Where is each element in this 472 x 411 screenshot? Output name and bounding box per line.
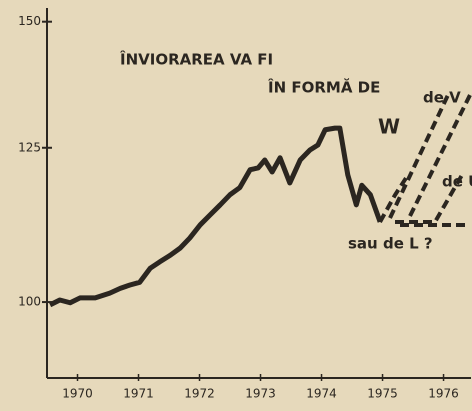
x-tick-label: 1972 [184, 387, 215, 401]
annotation: ÎN FORMĂ DE [268, 78, 380, 97]
annotation: ÎNVIORAREA VA FI [120, 50, 273, 69]
y-tick-label: 150 [18, 14, 41, 28]
x-tick-label: 1974 [306, 387, 337, 401]
v-scenario-2 [408, 94, 472, 217]
x-tick-label: 1973 [245, 387, 276, 401]
x-tick-label: 1971 [123, 387, 154, 401]
y-tick-label: 125 [18, 140, 41, 154]
x-tick-label: 1975 [367, 387, 398, 401]
scenario-lines [378, 94, 472, 227]
annotation: de V [423, 89, 461, 107]
u-scenario [395, 174, 464, 224]
annotation: W [378, 115, 400, 139]
data-line [48, 125, 383, 308]
annotation: de U [442, 173, 472, 191]
annotation: sau de L ? [348, 235, 433, 253]
w-scenario [378, 173, 410, 223]
x-tick-label: 1976 [428, 387, 459, 401]
v-scenario [388, 94, 450, 219]
y-tick-label: 100 [18, 295, 41, 309]
x-tick-label: 1970 [62, 387, 93, 401]
